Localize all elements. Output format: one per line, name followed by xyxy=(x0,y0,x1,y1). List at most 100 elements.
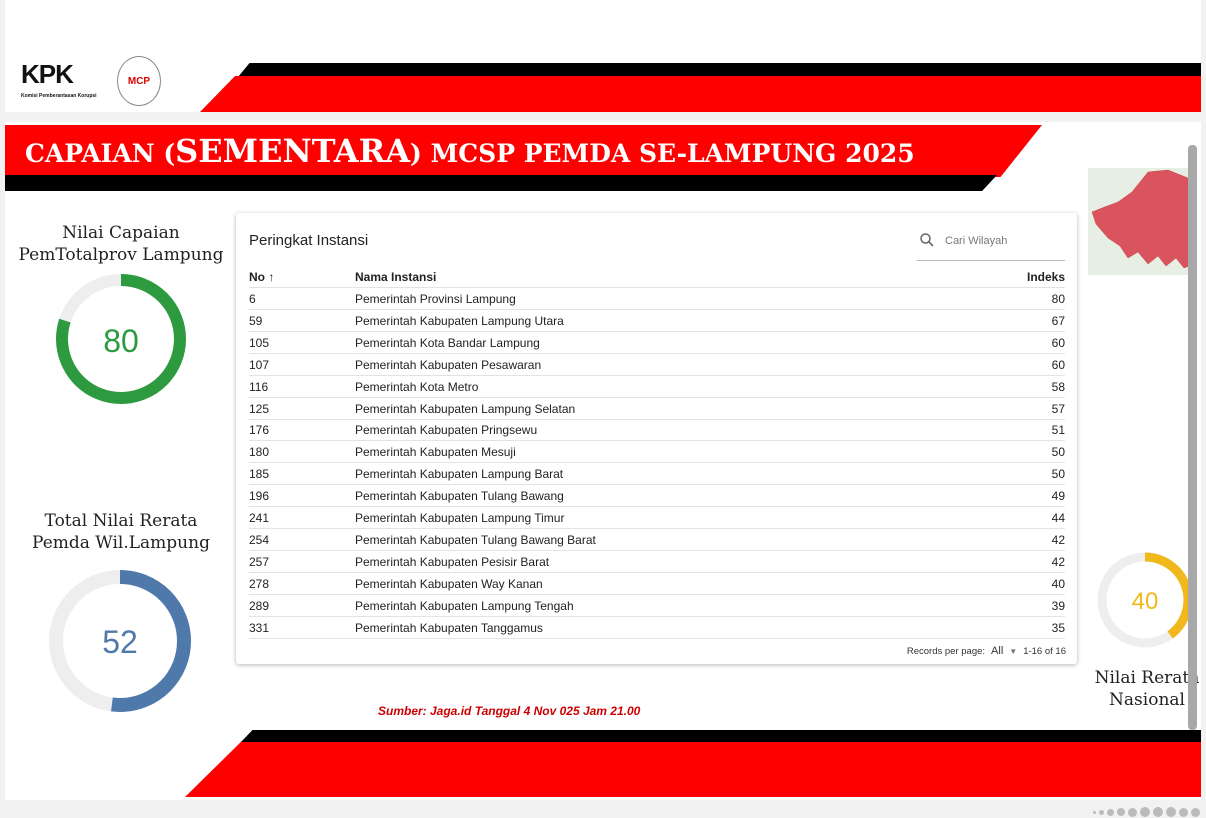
table-row[interactable]: 257 Pemerintah Kabupaten Pesisir Barat 42 xyxy=(249,551,1065,573)
table-row[interactable]: 6 Pemerintah Provinsi Lampung 80 xyxy=(249,288,1065,310)
records-per-page-label: Records per page: xyxy=(906,646,986,657)
cell-indeks: 60 xyxy=(1051,357,1065,372)
ranking-table-card: Peringkat Instansi Cari Wilayah No ↑ Nam… xyxy=(236,213,1077,664)
gauge-pemda-value: 52 xyxy=(102,624,138,660)
column-no-sort[interactable]: No ↑ xyxy=(249,270,275,284)
gauge-prov-title-line1: Nilai Capaian xyxy=(62,223,180,243)
cell-no: 254 xyxy=(249,532,270,547)
cell-nama: Pemerintah Kabupaten Pringsewu xyxy=(355,423,538,438)
cell-no: 185 xyxy=(249,467,270,482)
table-row[interactable]: 180 Pemerintah Kabupaten Mesuji 50 xyxy=(249,441,1065,464)
cell-nama: Pemerintah Kabupaten Lampung Timur xyxy=(355,511,565,525)
table-row[interactable]: 105 Pemerintah Kota Bandar Lampung 60 xyxy=(249,332,1065,354)
gauge-prov-title: Nilai Capaian PemTotalprov Lampung xyxy=(5,222,237,266)
cell-no: 6 xyxy=(249,292,256,306)
cell-nama: Pemerintah Kabupaten Lampung Utara xyxy=(355,313,564,328)
mcp-logo: MCP xyxy=(117,56,161,106)
gauge-pemda-title: Total Nilai Rerata Pemda Wil.Lampung xyxy=(5,510,237,554)
table-footer: Records per page: All ▼ 1-16 of 16 xyxy=(907,645,1066,658)
search-icon xyxy=(920,233,934,247)
cell-indeks: 67 xyxy=(1051,313,1065,328)
slide: CAPAIAN (SEMENTARA) MCSP PEMDA SE-LAMPUN… xyxy=(5,122,1201,800)
table-row[interactable]: 278 Pemerintah Kabupaten Way Kanan 40 xyxy=(249,573,1065,595)
pagination-range: 1-16 of 16 xyxy=(1023,646,1066,657)
cell-nama: Pemerintah Kota Metro xyxy=(355,379,479,394)
table-header: No ↑ Nama Instansi Indeks xyxy=(249,266,1065,288)
table-row[interactable]: 116 Pemerintah Kota Metro 58 xyxy=(249,376,1065,398)
cell-indeks: 80 xyxy=(1051,292,1065,306)
cell-no: 196 xyxy=(249,489,270,504)
gauge-pemda: 52 xyxy=(49,570,191,712)
cell-no: 176 xyxy=(249,423,270,438)
title-band xyxy=(5,125,1042,177)
title-black-stripe xyxy=(5,175,997,191)
header-black-stripe xyxy=(238,63,1201,77)
gauge-nasional-value: 40 xyxy=(1132,588,1159,615)
page-title-pre: CAPAIAN ( xyxy=(25,139,176,168)
cell-indeks: 50 xyxy=(1051,445,1065,460)
table-row[interactable]: 241 Pemerintah Kabupaten Lampung Timur 44 xyxy=(249,507,1065,529)
page-title: CAPAIAN (SEMENTARA) MCSP PEMDA SE-LAMPUN… xyxy=(25,130,915,172)
table-row[interactable]: 107 Pemerintah Kabupaten Pesawaran 60 xyxy=(249,354,1065,376)
table-row[interactable]: 289 Pemerintah Kabupaten Lampung Tengah 39 xyxy=(249,595,1065,617)
table-title: Peringkat Instansi xyxy=(249,232,369,249)
cell-no: 105 xyxy=(249,335,270,350)
gauge-nasional-title-line1: Nilai Rerata xyxy=(1094,668,1200,688)
gauge-prov-arc xyxy=(56,274,186,404)
kpk-logo: KPK Komisi Pemberantasan Korupsi xyxy=(21,58,97,100)
footer-black-stripe xyxy=(240,730,1201,743)
scrollbar[interactable] xyxy=(1188,145,1197,730)
table-row[interactable]: 254 Pemerintah Kabupaten Tulang Bawang Ba… xyxy=(249,529,1065,551)
cell-nama: Pemerintah Kabupaten Pesisir Barat xyxy=(355,554,550,569)
cell-indeks: 50 xyxy=(1051,467,1065,482)
cell-nama: Pemerintah Kabupaten Lampung Barat xyxy=(355,467,564,482)
search-placeholder: Cari Wilayah xyxy=(945,235,1008,247)
search-input[interactable]: Cari Wilayah xyxy=(917,225,1065,261)
cell-no: 331 xyxy=(249,620,270,635)
gauge-nasional: 40 xyxy=(1097,552,1193,648)
cell-indeks: 40 xyxy=(1051,576,1065,591)
cell-nama: Pemerintah Kabupaten Pesawaran xyxy=(355,357,542,372)
cell-no: 107 xyxy=(249,357,270,372)
cell-nama: Pemerintah Kabupaten Tanggamus xyxy=(355,620,543,635)
gauge-pemda-arc xyxy=(49,570,191,712)
slide-pagination-dots[interactable] xyxy=(1093,807,1200,817)
source-note: Sumber: Jaga.id Tanggal 4 Nov 025 Jam 21… xyxy=(378,704,641,718)
cell-indeks: 49 xyxy=(1051,489,1065,504)
page-title-post: ) MCSP PEMDA SE-LAMPUNG 2025 xyxy=(410,139,915,168)
cell-no: 289 xyxy=(249,598,270,613)
cell-indeks: 44 xyxy=(1051,511,1065,525)
gauge-pemda-title-line2: Pemda Wil.Lampung xyxy=(32,533,210,553)
column-nama[interactable]: Nama Instansi xyxy=(355,270,437,284)
gauge-prov: 80 xyxy=(56,274,186,404)
cell-nama: Pemerintah Kabupaten Lampung Selatan xyxy=(355,401,576,416)
cell-no: 116 xyxy=(249,379,269,394)
dropdown-arrow-icon[interactable]: ▼ xyxy=(1009,647,1018,656)
table-row[interactable]: 331 Pemerintah Kabupaten Tanggamus 35 xyxy=(249,617,1065,639)
table-row[interactable]: 176 Pemerintah Kabupaten Pringsewu 51 xyxy=(249,419,1065,442)
cell-nama: Pemerintah Kabupaten Mesuji xyxy=(355,445,516,460)
cell-nama: Pemerintah Kabupaten Tulang Bawang xyxy=(355,489,564,504)
column-indeks[interactable]: Indeks xyxy=(1026,270,1065,284)
cell-nama: Pemerintah Kabupaten Tulang Bawang Barat xyxy=(355,532,596,547)
table-row[interactable]: 185 Pemerintah Kabupaten Lampung Barat 50 xyxy=(249,463,1065,486)
table-row[interactable]: 59 Pemerintah Kabupaten Lampung Utara 67 xyxy=(249,310,1065,332)
cell-indeks: 51 xyxy=(1051,423,1065,438)
cell-indeks: 39 xyxy=(1051,598,1065,613)
cell-nama: Pemerintah Kabupaten Lampung Tengah xyxy=(355,598,574,613)
records-per-page-select[interactable]: All xyxy=(991,645,1004,657)
kpk-logo-text: KPK xyxy=(21,59,74,89)
gauge-prov-title-line2: PemTotalprov Lampung xyxy=(18,245,224,265)
table-row[interactable]: 196 Pemerintah Kabupaten Tulang Bawang 49 xyxy=(249,485,1065,508)
cell-nama: Pemerintah Kota Bandar Lampung xyxy=(355,335,540,350)
cell-nama: Pemerintah Provinsi Lampung xyxy=(355,292,516,306)
table-row[interactable]: 125 Pemerintah Kabupaten Lampung Selatan 5… xyxy=(249,398,1065,420)
header-red-stripe xyxy=(200,76,1201,112)
cell-indeks: 42 xyxy=(1051,554,1065,569)
cell-no: 59 xyxy=(249,313,263,328)
cell-no: 241 xyxy=(249,511,270,525)
kpk-logo-subtitle: Komisi Pemberantasan Korupsi xyxy=(21,93,97,99)
cell-indeks: 60 xyxy=(1051,335,1065,350)
page-title-big: SEMENTARA xyxy=(175,132,411,170)
cell-indeks: 42 xyxy=(1051,532,1065,547)
